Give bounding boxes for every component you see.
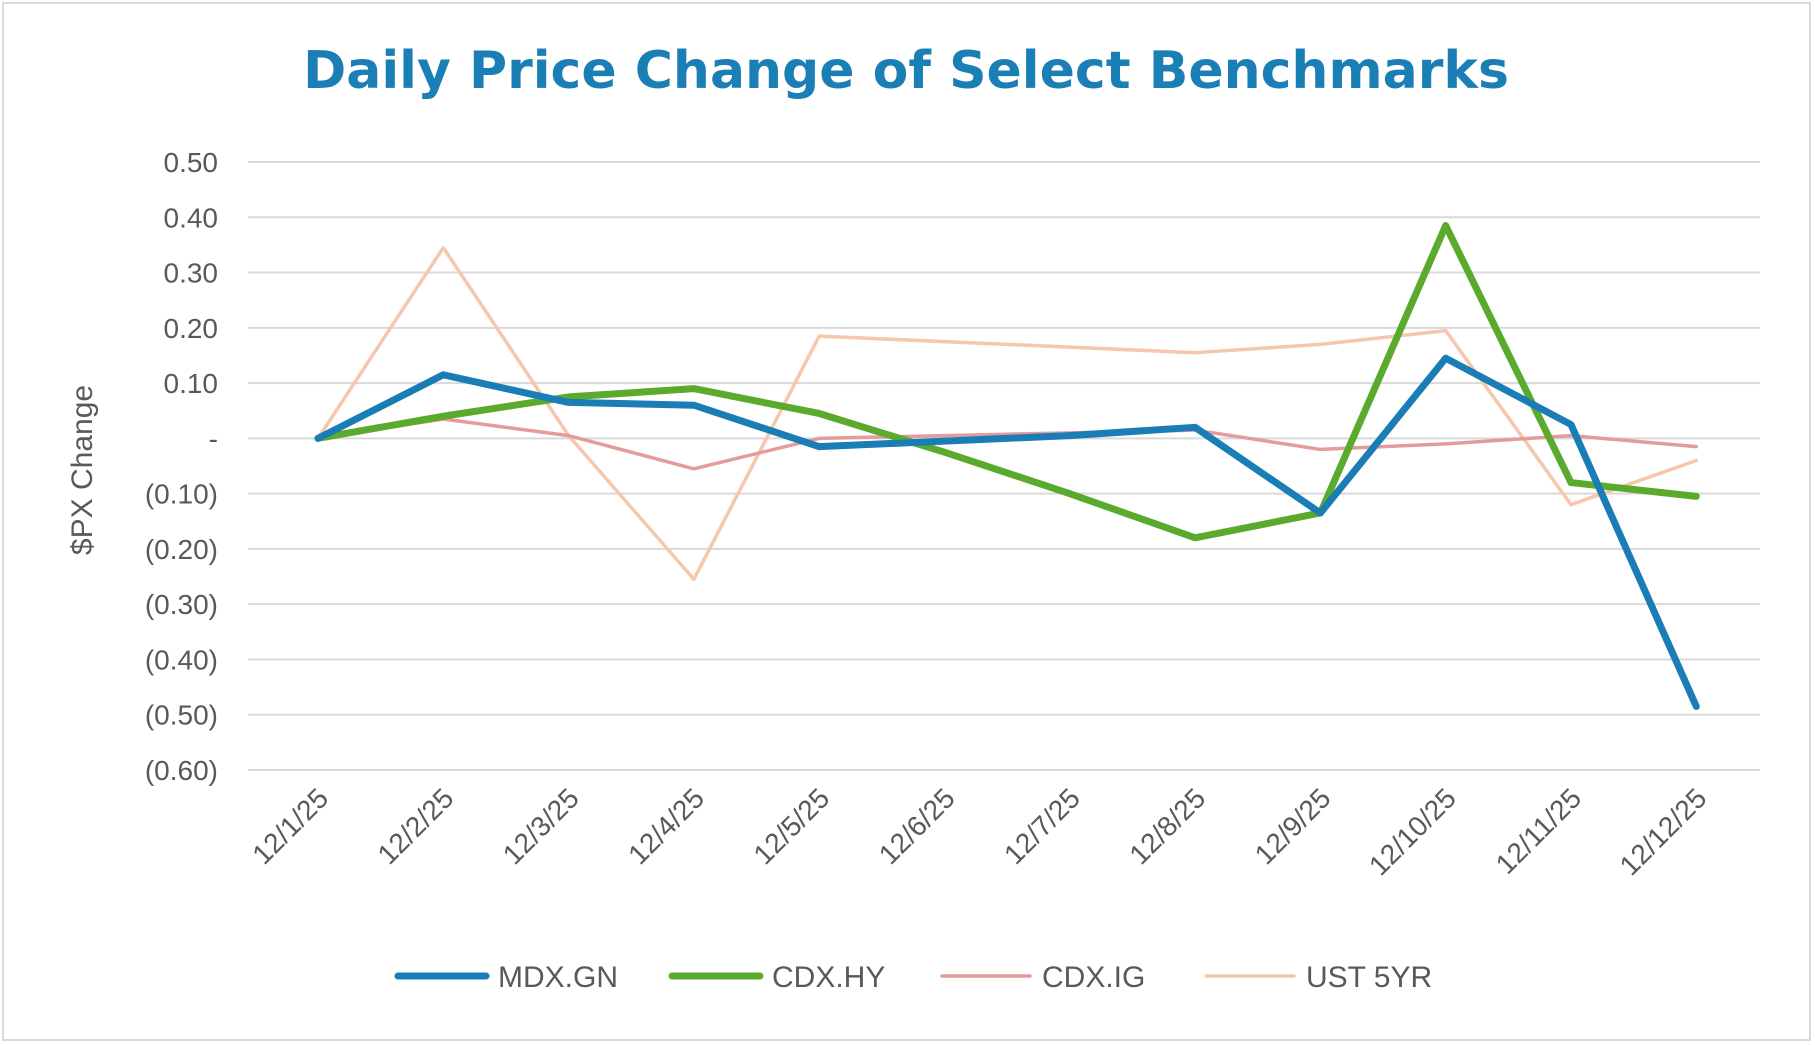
x-tick-label: 12/6/25 bbox=[873, 782, 961, 870]
y-tick-label: 0.10 bbox=[164, 368, 219, 399]
x-axis-ticks: 12/1/25 12/2/25 12/3/25 12/4/25 12/5/25 12/6/… bbox=[246, 782, 1712, 881]
y-axis-title: $PX Change bbox=[66, 385, 99, 555]
y-tick-label: - bbox=[209, 423, 218, 454]
x-tick-label: 12/7/25 bbox=[998, 782, 1086, 870]
x-tick-label: 12/4/25 bbox=[622, 782, 710, 870]
y-tick-label: 0.30 bbox=[164, 258, 219, 289]
grid-lines bbox=[248, 161, 1760, 771]
x-tick-label: 12/11/25 bbox=[1490, 782, 1588, 880]
legend-label: CDX.HY bbox=[772, 961, 885, 994]
y-tick-label: (0.40) bbox=[145, 644, 218, 675]
x-tick-label: 12/9/25 bbox=[1249, 782, 1337, 870]
series-line-mdx-gn bbox=[314, 354, 1700, 710]
legend-label: CDX.IG bbox=[1042, 961, 1145, 994]
y-tick-label: 0.20 bbox=[164, 313, 219, 344]
series-lines bbox=[314, 222, 1700, 710]
y-tick-label: (0.30) bbox=[145, 589, 218, 620]
legend: MDX.GN CDX.HY CDX.IG UST 5YR bbox=[394, 961, 1432, 994]
y-tick-label: (0.10) bbox=[145, 479, 218, 510]
series-line-ust-5yr bbox=[316, 245, 1699, 582]
x-tick-label: 12/2/25 bbox=[372, 782, 460, 870]
y-tick-label: (0.50) bbox=[145, 700, 218, 731]
x-tick-label: 12/5/25 bbox=[747, 782, 835, 870]
y-axis-ticks: 0.50 0.40 0.30 0.20 0.10 - (0.10) (0.20) (0.30) (… bbox=[145, 147, 218, 786]
x-tick-label: 12/3/25 bbox=[497, 782, 585, 870]
y-tick-label: 0.40 bbox=[164, 202, 219, 233]
chart-title: Daily Price Change of Select Benchmarks bbox=[303, 41, 1509, 101]
x-tick-label: 12/12/25 bbox=[1614, 782, 1713, 881]
y-tick-label: 0.50 bbox=[164, 147, 219, 178]
legend-label: MDX.GN bbox=[498, 961, 618, 994]
legend-label: UST 5YR bbox=[1306, 961, 1432, 994]
x-tick-label: 12/1/25 bbox=[246, 782, 334, 870]
series-line-cdx-ig bbox=[316, 417, 1699, 471]
x-tick-label: 12/8/25 bbox=[1123, 782, 1211, 870]
y-tick-label: (0.60) bbox=[145, 755, 218, 786]
x-tick-label: 12/10/25 bbox=[1363, 782, 1462, 881]
y-tick-label: (0.20) bbox=[145, 534, 218, 565]
